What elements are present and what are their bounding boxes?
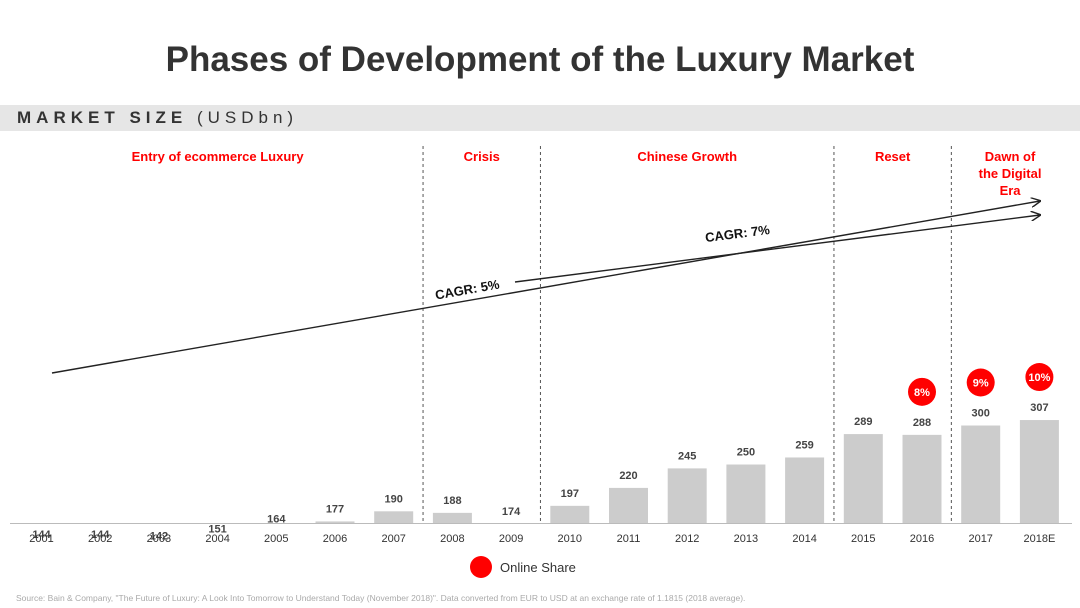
- bar-2017: [961, 425, 1001, 523]
- value-label-2008: 188: [443, 495, 461, 507]
- value-label-2003: 142: [150, 531, 168, 543]
- x-tick-2018E: 2018E: [1023, 533, 1055, 545]
- phase-title-4: Reset: [875, 149, 911, 164]
- online-share-legend-dot: [470, 556, 492, 578]
- phase-title-5: Dawn of the Digital Era: [979, 149, 1042, 198]
- value-label-2002: 144: [91, 529, 110, 541]
- bar-2007: [374, 511, 414, 523]
- bar-2013: [726, 464, 766, 523]
- x-tick-2016: 2016: [910, 533, 934, 545]
- x-tick-2007: 2007: [381, 533, 405, 545]
- x-tick-2014: 2014: [792, 533, 816, 545]
- value-label-2010: 197: [561, 488, 579, 500]
- bar-2011: [609, 487, 648, 523]
- phase-title-3: Chinese Growth: [637, 149, 737, 164]
- bar-2006: [315, 521, 355, 523]
- value-label-2015: 289: [854, 416, 872, 428]
- online-share-circle-2018E: [1025, 363, 1054, 392]
- x-tick-2011: 2011: [617, 533, 641, 545]
- x-tick-2005: 2005: [264, 533, 288, 545]
- online-share-label-2016: 8%: [914, 387, 930, 399]
- market-size-unit: (USDbn): [196, 108, 299, 127]
- x-tick-2013: 2013: [734, 533, 758, 545]
- x-tick-2001: 2001: [29, 533, 53, 545]
- value-label-2006: 177: [326, 503, 344, 515]
- bar-2016: [902, 434, 942, 523]
- value-label-2004: 151: [208, 524, 226, 536]
- x-tick-2009: 2009: [499, 533, 523, 545]
- bar-2014: [785, 457, 825, 523]
- online-share-circle-2016: [908, 377, 936, 406]
- online-share-label-2018E: 10%: [1028, 372, 1050, 384]
- x-tick-2017: 2017: [968, 533, 992, 545]
- x-tick-2008: 2008: [440, 533, 464, 545]
- cagr-5-label: CAGR: 5%: [434, 277, 501, 303]
- cagr-7-arrow: [514, 215, 1040, 283]
- x-tick-2010: 2010: [558, 533, 582, 545]
- x-tick-2012: 2012: [675, 533, 699, 545]
- value-label-2017: 300: [972, 408, 990, 420]
- value-label-2016: 288: [913, 417, 931, 429]
- x-tick-2006: 2006: [323, 533, 347, 545]
- market-size-label: MARKET SIZE (USDbn): [17, 108, 298, 128]
- phase-title-line: Dawn of: [985, 149, 1036, 164]
- online-share-label-2017: 9%: [973, 378, 989, 390]
- phase-title-2: Crisis: [464, 149, 500, 164]
- value-label-2018E: 307: [1030, 402, 1048, 414]
- legend-label: Online Share: [500, 559, 576, 575]
- value-label-2009: 174: [502, 506, 521, 518]
- x-tick-2004: 2004: [205, 533, 229, 545]
- x-tick-2003: 2003: [147, 533, 171, 545]
- value-label-2001: 144: [32, 529, 51, 541]
- value-label-2014: 259: [795, 439, 813, 451]
- legend: Online Share: [470, 556, 576, 578]
- phase-title-1: Entry of ecommerce Luxury: [132, 149, 305, 164]
- source-note: Source: Bain & Company, "The Future of L…: [16, 593, 746, 603]
- phase-title-line: the Digital: [979, 166, 1042, 181]
- bar-2015: [843, 434, 883, 523]
- market-size-main: MARKET SIZE: [17, 108, 188, 127]
- value-label-2011: 220: [619, 470, 637, 482]
- phase-title-line: Era: [1000, 183, 1022, 198]
- bar-2012: [667, 468, 707, 523]
- bar-2018E: [1019, 420, 1059, 523]
- x-tick-2002: 2002: [88, 533, 112, 545]
- bar-2010: [550, 505, 590, 523]
- market-size-band: MARKET SIZE (USDbn): [0, 105, 1080, 131]
- cagr-7-label: CAGR: 7%: [704, 222, 771, 245]
- page-title: Phases of Development of the Luxury Mark…: [165, 40, 915, 79]
- bar-2008: [432, 512, 472, 523]
- cagr-5-arrow: [51, 201, 1040, 374]
- value-label-2012: 245: [678, 450, 696, 462]
- value-label-2007: 190: [385, 493, 403, 505]
- value-label-2013: 250: [737, 447, 755, 459]
- online-share-circle-2017: [966, 368, 995, 397]
- value-label-2005: 164: [267, 514, 286, 526]
- x-tick-2015: 2015: [851, 533, 875, 545]
